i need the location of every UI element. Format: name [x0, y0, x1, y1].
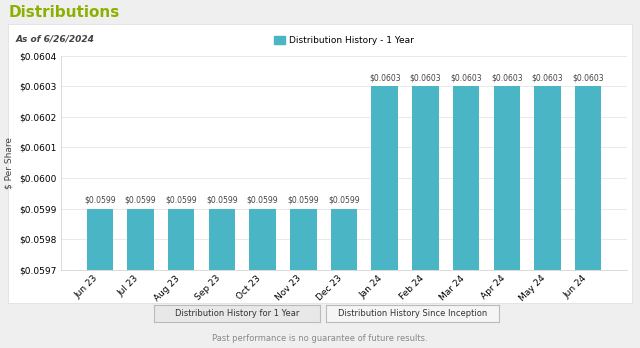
Bar	[331, 208, 357, 270]
Bar	[453, 86, 479, 270]
Text: $0.0599: $0.0599	[125, 196, 156, 205]
Text: Distributions: Distributions	[8, 5, 120, 20]
Text: $0.0599: $0.0599	[328, 196, 360, 205]
Bar	[493, 86, 520, 270]
Text: $0.0599: $0.0599	[84, 196, 116, 205]
Bar	[534, 86, 561, 270]
Text: $0.0603: $0.0603	[491, 73, 523, 82]
Text: $0.0603: $0.0603	[532, 73, 563, 82]
Text: As of 6/26/2024: As of 6/26/2024	[16, 35, 95, 44]
Y-axis label: $ Per Share: $ Per Share	[4, 137, 13, 189]
Text: $0.0599: $0.0599	[206, 196, 237, 205]
Bar	[127, 208, 154, 270]
Text: $0.0599: $0.0599	[165, 196, 197, 205]
Text: $0.0603: $0.0603	[572, 73, 604, 82]
Bar	[209, 208, 235, 270]
Text: $0.0603: $0.0603	[451, 73, 482, 82]
Text: Distribution History for 1 Year: Distribution History for 1 Year	[175, 309, 299, 318]
Text: $0.0599: $0.0599	[247, 196, 278, 205]
Bar	[412, 86, 438, 270]
Text: Past performance is no guarantee of future results.: Past performance is no guarantee of futu…	[212, 334, 428, 343]
Bar	[250, 208, 276, 270]
Bar	[371, 86, 398, 270]
Text: $0.0603: $0.0603	[410, 73, 441, 82]
Text: $0.0603: $0.0603	[369, 73, 401, 82]
Bar	[86, 208, 113, 270]
Bar	[168, 208, 195, 270]
Text: $0.0599: $0.0599	[287, 196, 319, 205]
Bar	[575, 86, 602, 270]
Legend: Distribution History - 1 Year: Distribution History - 1 Year	[271, 32, 417, 49]
Text: Distribution History Since Inception: Distribution History Since Inception	[338, 309, 488, 318]
Bar	[290, 208, 317, 270]
